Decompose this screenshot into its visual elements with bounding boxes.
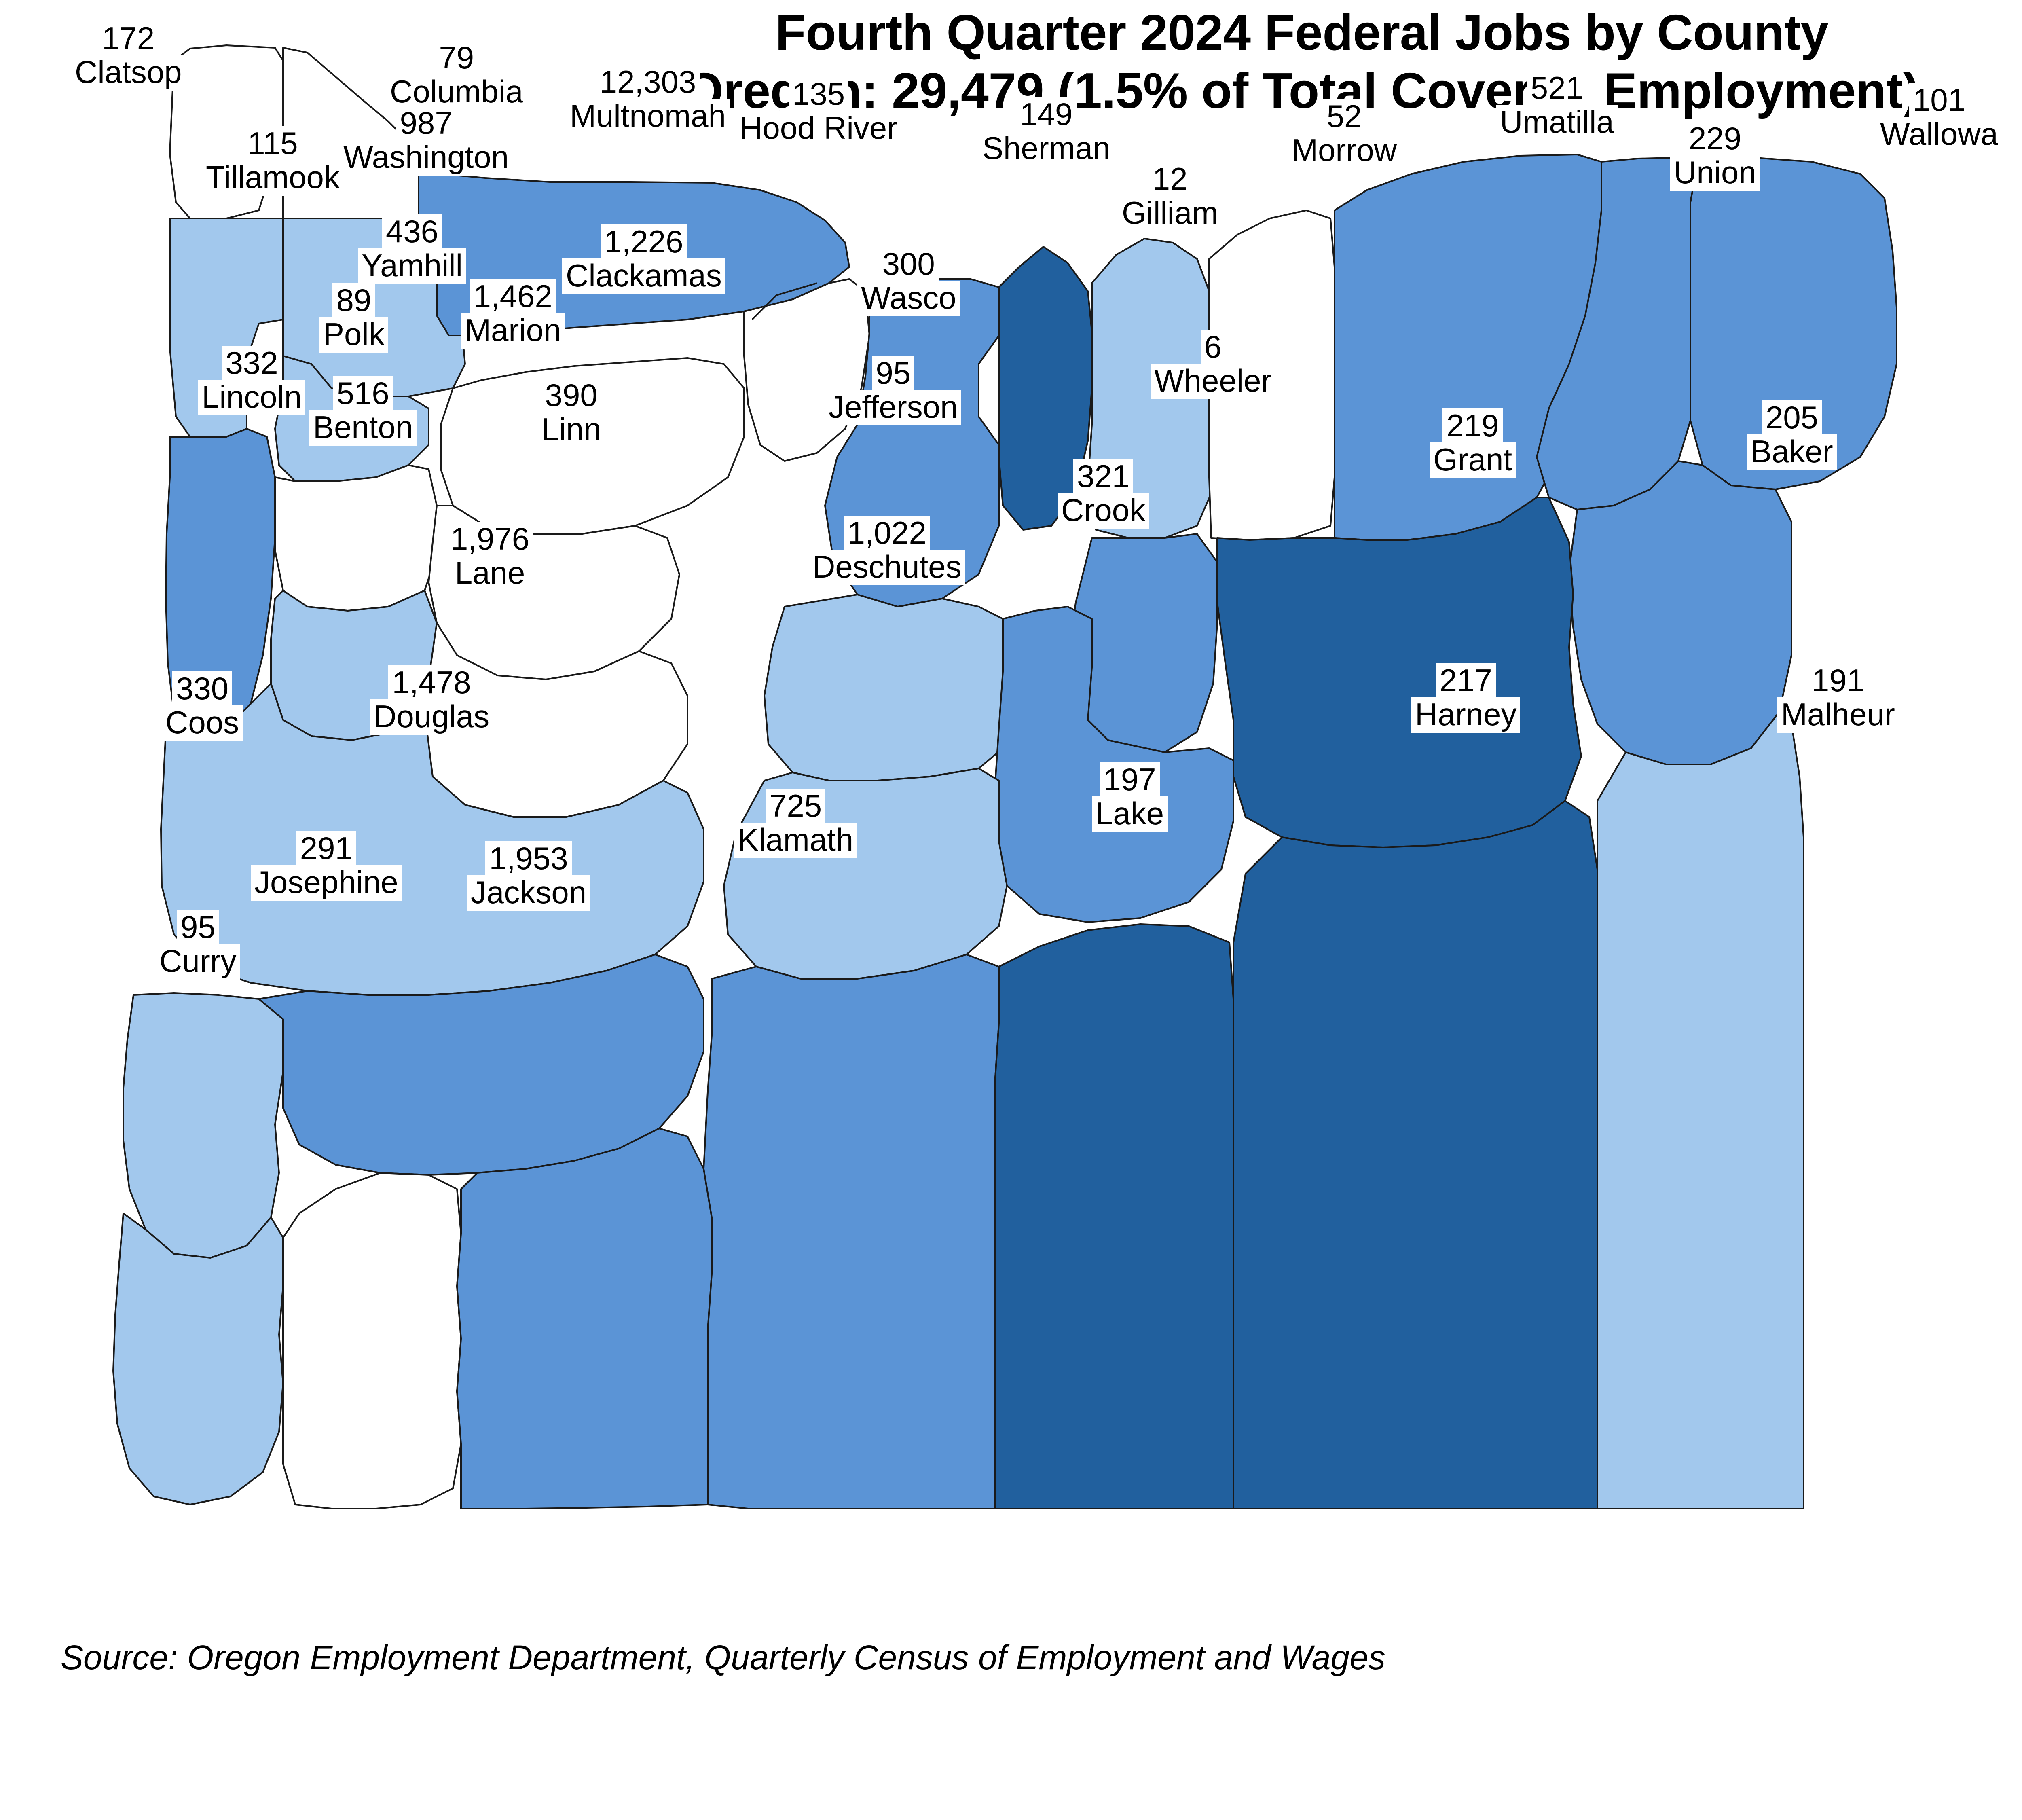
county-shape-klamath[interactable] [703,954,1000,1509]
county-shape-clatsop[interactable] [169,44,284,219]
county-shape-malheur[interactable] [1597,711,1804,1509]
county-shape-josephine[interactable] [282,1172,462,1509]
county-shape-jefferson[interactable] [764,594,1004,781]
source-note: Source: Oregon Employment Department, Qu… [61,1638,1385,1676]
county-shape-tillamook[interactable] [169,218,284,438]
hood-river-leader-line [751,282,817,320]
county-shape-morrow[interactable] [1208,210,1335,541]
county-shape-lane[interactable] [160,683,704,996]
county-shape-gilliam[interactable] [1087,238,1212,539]
county-shape-clackamas[interactable] [440,357,745,535]
oregon-county-choropleth-map [112,44,1897,1509]
county-shape-coos[interactable] [123,992,284,1259]
county-shape-baker[interactable] [1568,460,1792,765]
county-shape-lake[interactable] [994,923,1234,1509]
county-shape-jackson[interactable] [456,1128,713,1509]
county-shape-curry[interactable] [112,1213,284,1505]
county-shape-polk[interactable] [274,464,438,612]
county-shape-harney[interactable] [1233,800,1598,1509]
county-shape-columbia[interactable] [282,47,419,219]
county-shape-sherman[interactable] [998,246,1093,531]
county-shape-grant[interactable] [1216,497,1582,848]
county-shape-deschutes[interactable] [723,768,1008,980]
county-shape-benton[interactable] [270,590,438,741]
county-shape-lincoln[interactable] [165,428,276,733]
county-shape-wallowa[interactable] [1690,157,1897,490]
county-shape-hood-river[interactable] [743,278,870,462]
